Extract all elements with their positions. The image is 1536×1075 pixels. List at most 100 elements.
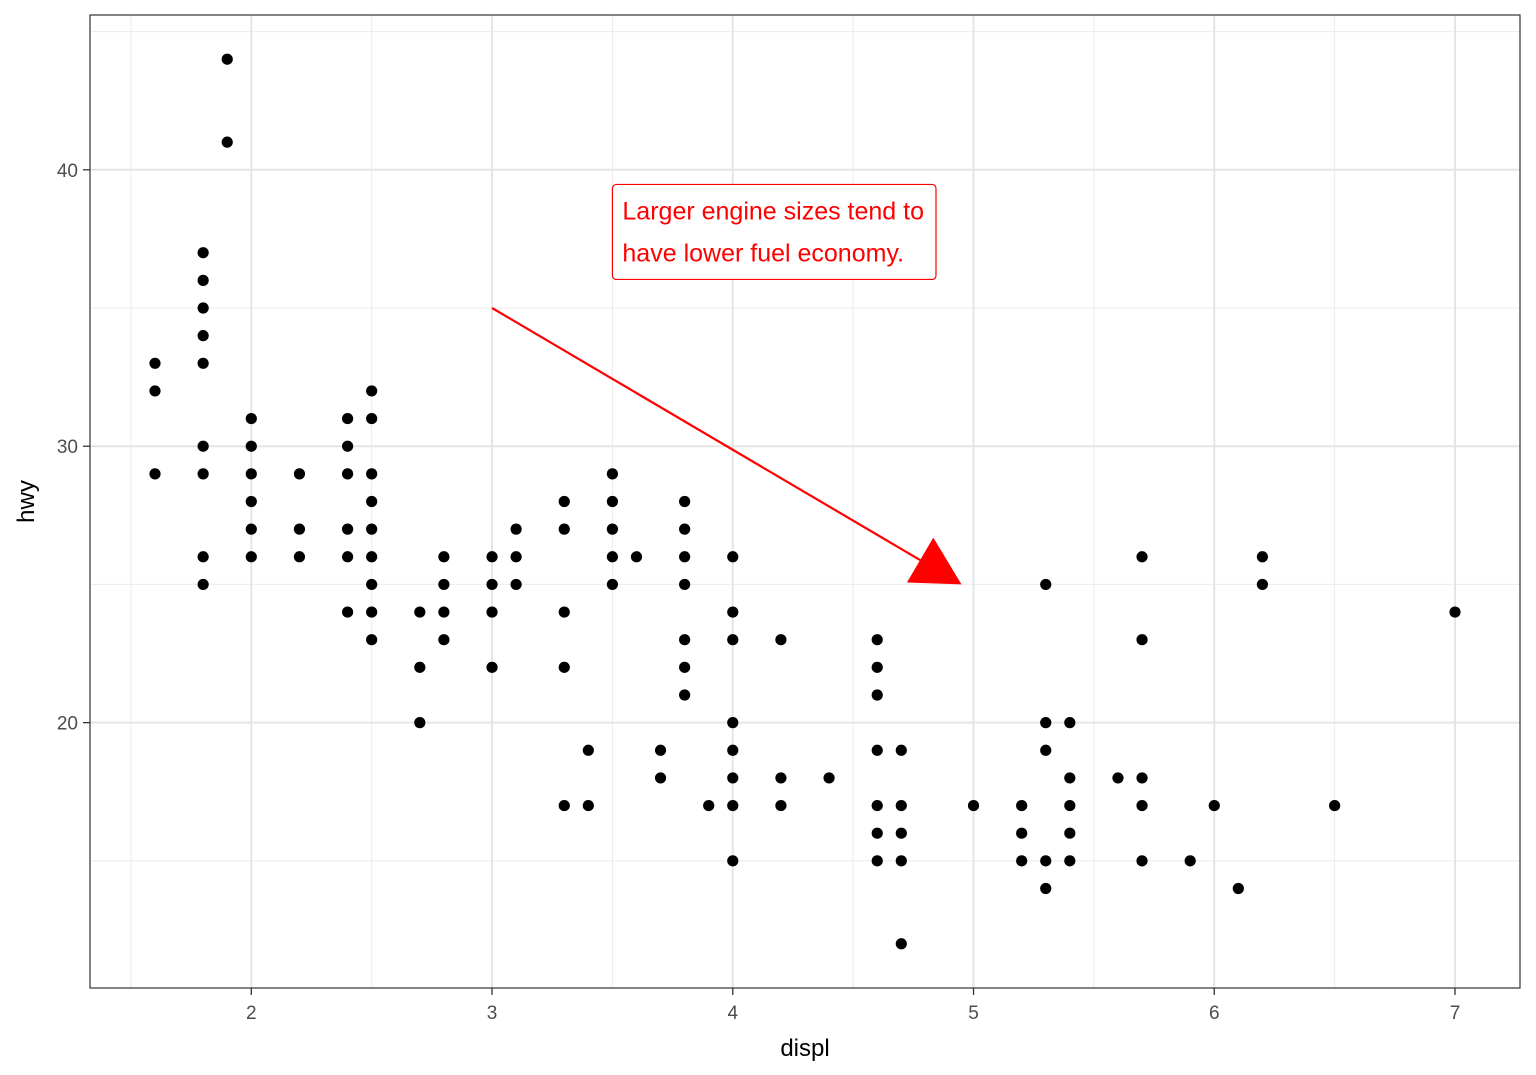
data-point: [558, 661, 570, 673]
data-point: [1064, 827, 1076, 839]
data-point: [197, 302, 209, 314]
data-point: [1016, 799, 1028, 812]
annotation-arrow-head: [906, 537, 962, 585]
data-point: [630, 551, 643, 563]
annotation-text-line-1: Larger engine sizes tend to: [622, 197, 924, 225]
data-point: [1208, 799, 1220, 812]
data-point: [197, 578, 209, 591]
data-point: [414, 717, 426, 729]
data-point: [1016, 827, 1028, 839]
data-point: [486, 606, 498, 618]
data-point: [895, 799, 907, 812]
data-point: [1064, 717, 1076, 729]
data-point: [727, 606, 739, 618]
data-point: [679, 661, 691, 673]
data-point: [582, 799, 594, 812]
data-point: [558, 606, 570, 618]
data-point: [366, 634, 378, 646]
data-point: [366, 551, 378, 563]
y-axis-title: hwy: [13, 480, 40, 523]
x-axis-tick-label: 6: [1209, 1003, 1220, 1024]
x-axis-tick-label: 5: [968, 1003, 979, 1024]
data-point: [341, 412, 354, 425]
data-point: [245, 468, 257, 480]
data-point: [1040, 855, 1052, 867]
data-point: [775, 634, 787, 646]
grid-lines: [90, 15, 1520, 988]
data-point: [1040, 717, 1052, 729]
data-point: [679, 578, 691, 591]
data-point: [341, 440, 354, 452]
data-point: [486, 551, 498, 563]
data-point: [1136, 551, 1148, 563]
data-point: [654, 772, 667, 784]
data-point: [654, 744, 667, 756]
data-point: [414, 661, 426, 673]
annotation-label-box: [611, 183, 937, 281]
data-point: [1064, 799, 1076, 812]
data-point: [366, 606, 378, 618]
data-point: [775, 772, 787, 784]
data-point: [221, 53, 233, 65]
data-point: [558, 799, 570, 812]
data-point: [895, 744, 907, 756]
data-point: [871, 744, 883, 756]
axes: 2 3 4 5 6 7 20 30 40: [57, 161, 1460, 1024]
data-point: [197, 357, 209, 369]
x-axis-tick-label: 2: [246, 1003, 257, 1024]
data-point: [197, 330, 209, 342]
data-point: [197, 247, 209, 259]
data-point: [1064, 855, 1076, 867]
data-point: [438, 578, 450, 591]
data-point: [1040, 882, 1052, 895]
data-point: [823, 772, 835, 784]
data-point: [366, 578, 378, 591]
panel-border: [89, 14, 1521, 989]
data-point: [245, 551, 257, 563]
x-axis-tick-label: 7: [1450, 1003, 1461, 1024]
data-point: [1016, 855, 1028, 867]
data-points: [149, 53, 1461, 950]
data-point: [1256, 551, 1269, 563]
data-point: [606, 578, 619, 591]
data-point: [366, 495, 378, 508]
data-point: [366, 385, 378, 397]
data-point: [197, 468, 209, 480]
data-point: [245, 440, 257, 452]
x-axis-title: displ: [780, 1035, 829, 1062]
data-point: [510, 551, 522, 563]
data-point: [871, 634, 883, 646]
data-point: [727, 799, 739, 812]
data-point: [558, 495, 570, 508]
data-point: [197, 440, 209, 452]
data-point: [871, 827, 883, 839]
data-point: [727, 551, 739, 563]
data-point: [1040, 578, 1052, 591]
data-point: [149, 468, 161, 480]
data-point: [341, 551, 354, 563]
data-point: [1136, 799, 1148, 812]
data-point: [727, 855, 739, 867]
y-axis-tick-label: 20: [57, 714, 78, 735]
data-point: [606, 495, 619, 508]
data-point: [414, 606, 426, 618]
data-point: [341, 523, 354, 535]
data-point: [293, 468, 306, 480]
data-point: [606, 523, 619, 535]
data-point: [606, 551, 619, 563]
data-point: [293, 551, 306, 563]
data-point: [293, 523, 306, 535]
data-point: [149, 357, 161, 369]
data-point: [1449, 606, 1461, 618]
data-point: [1112, 772, 1124, 784]
data-point: [606, 468, 619, 480]
data-point: [1136, 634, 1148, 646]
data-point: [1256, 578, 1269, 591]
y-axis-tick-label: 40: [57, 161, 78, 182]
data-point: [1184, 855, 1196, 867]
data-point: [1329, 799, 1341, 812]
data-point: [1064, 772, 1076, 784]
data-point: [679, 689, 691, 701]
data-point: [1232, 882, 1244, 895]
data-point: [245, 412, 257, 425]
